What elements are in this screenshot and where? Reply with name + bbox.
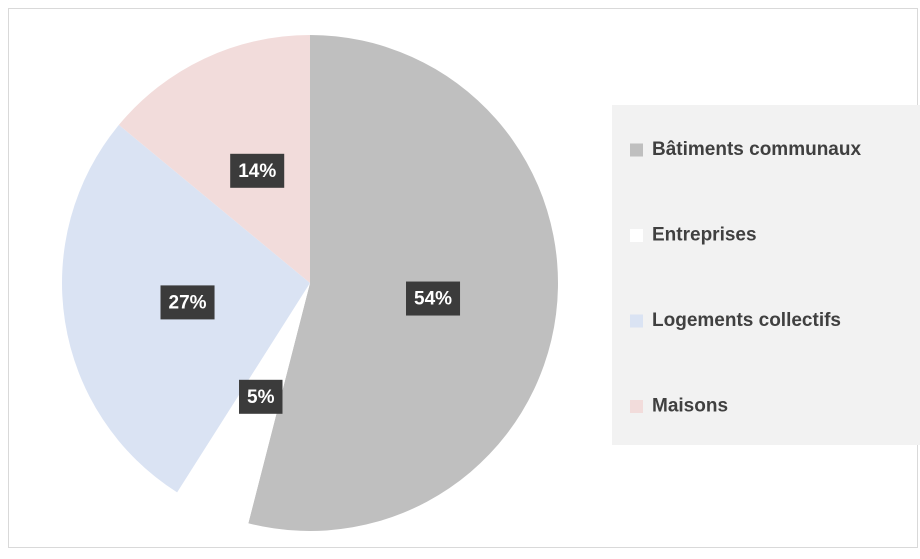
legend-background — [612, 105, 920, 445]
legend-label: Logements collectifs — [652, 310, 841, 331]
data-label-background — [160, 285, 215, 320]
pie-slice — [248, 35, 559, 532]
legend-swatch — [630, 229, 643, 242]
legend-label: Entreprises — [652, 225, 757, 246]
data-label: 14% — [238, 161, 276, 182]
data-label: 27% — [169, 292, 207, 313]
data-label: 5% — [247, 387, 275, 408]
pie-slice — [118, 35, 310, 283]
legend-label: Bâtiments communaux — [652, 139, 861, 160]
legend-label: Maisons — [652, 396, 728, 417]
data-label-background — [406, 281, 461, 316]
data-label: 54% — [414, 289, 452, 310]
legend-swatch — [630, 400, 643, 413]
data-label-background — [230, 153, 285, 188]
legend-swatch — [630, 314, 643, 328]
data-label-background — [239, 379, 283, 414]
legend-swatch — [630, 143, 643, 157]
